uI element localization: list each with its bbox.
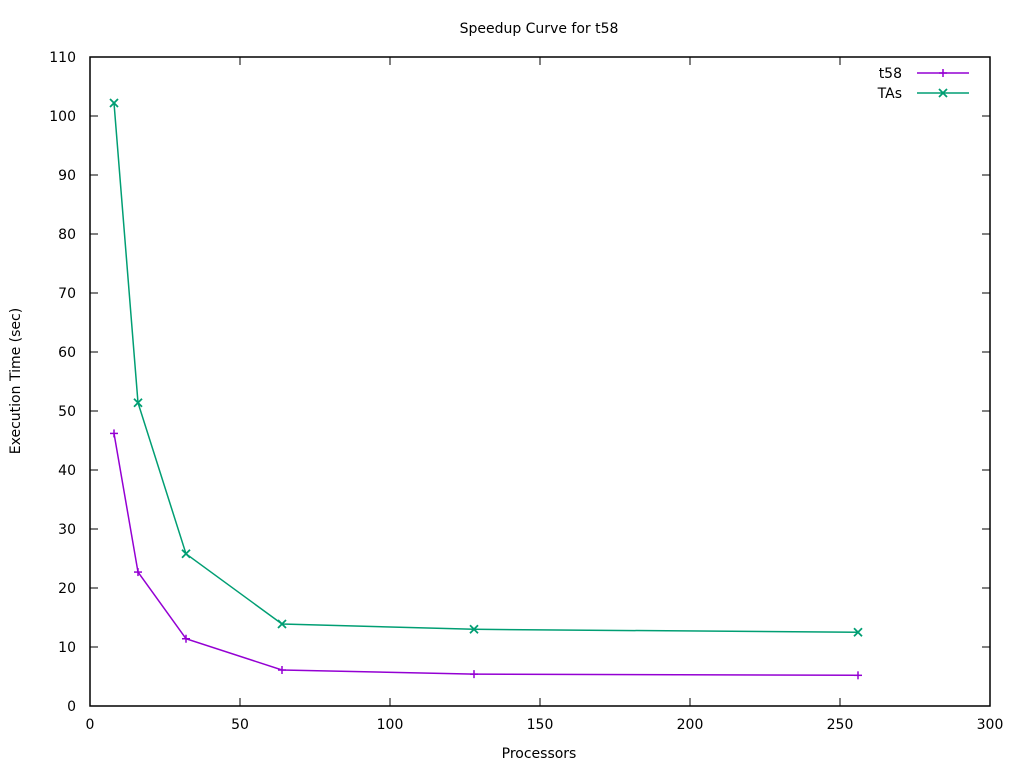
x-axis-label: Processors [502, 746, 577, 762]
y-tick-label: 10 [58, 640, 76, 656]
y-tick-label: 110 [49, 50, 76, 66]
legend-label: t58 [879, 66, 902, 82]
y-tick-label: 90 [58, 168, 76, 184]
x-tick-label: 300 [977, 717, 1004, 733]
data-point-t58 [134, 568, 142, 577]
legend-item-t58: t58 [879, 66, 969, 82]
data-point-t58 [278, 666, 286, 675]
data-point-tas [109, 98, 119, 108]
data-point-t58 [182, 634, 190, 643]
chart-title: Speedup Curve for t58 [460, 21, 619, 37]
x-tick-label: 50 [231, 717, 249, 733]
data-point-tas [277, 619, 287, 629]
legend: t58 TAs [877, 66, 969, 102]
data-point-t58 [854, 671, 862, 680]
y-tick-label: 100 [49, 109, 76, 125]
legend-marker [938, 88, 948, 98]
x-tick-label: 250 [827, 717, 854, 733]
x-tick-label: 100 [377, 717, 404, 733]
axis-ticks: 0 50 100 150 200 250 300 0 10 20 30 40 50 60 70 80 90 100… [49, 50, 1003, 733]
series-t58 [110, 429, 862, 680]
data-point-t58 [110, 429, 118, 438]
plot-frame [89, 56, 991, 707]
x-tick-label: 0 [86, 717, 95, 733]
x-tick-label: 200 [677, 717, 704, 733]
data-point-t58 [470, 670, 478, 679]
y-tick-label: 80 [58, 227, 76, 243]
data-point-tas [133, 398, 143, 408]
y-tick-label: 60 [58, 345, 76, 361]
y-tick-label: 30 [58, 522, 76, 538]
y-axis-label: Execution Time (sec) [8, 308, 24, 454]
y-tick-label: 0 [67, 699, 76, 715]
series-line-t58 [113, 433, 859, 677]
series-line-tas [113, 102, 859, 634]
x-tick-label: 150 [527, 717, 554, 733]
y-tick-label: 40 [58, 463, 76, 479]
series-tas [109, 98, 863, 637]
y-tick-label: 70 [58, 286, 76, 302]
y-tick-label: 50 [58, 404, 76, 420]
legend-marker [939, 69, 947, 77]
data-point-tas [469, 624, 479, 634]
y-tick-label: 20 [58, 581, 76, 597]
data-point-tas [853, 627, 863, 637]
legend-label: TAs [877, 86, 902, 102]
data-point-tas [181, 549, 191, 559]
series-layer [109, 98, 863, 680]
legend-item-tas: TAs [877, 86, 969, 102]
